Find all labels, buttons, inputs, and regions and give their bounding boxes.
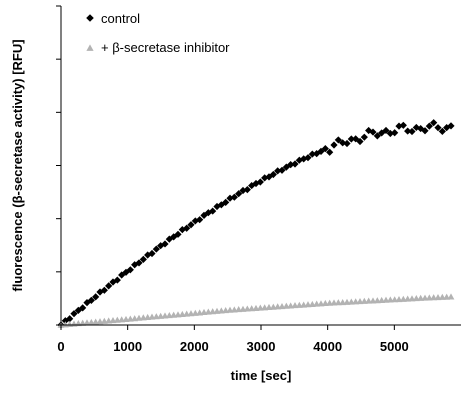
- inhibitor-point: [447, 293, 455, 300]
- control-point: [278, 166, 286, 174]
- control-point: [230, 193, 238, 201]
- control-point: [291, 160, 299, 168]
- control-point: [122, 268, 130, 276]
- control-point: [287, 161, 295, 169]
- control-point: [100, 286, 108, 294]
- control-point: [243, 186, 251, 194]
- legend-label-control: control: [101, 11, 140, 26]
- control-point: [417, 124, 425, 133]
- control-point: [373, 132, 381, 140]
- control-point: [187, 221, 195, 229]
- control-point: [438, 127, 446, 135]
- control-point: [326, 148, 334, 156]
- control-point: [360, 133, 368, 141]
- control-point: [347, 135, 355, 143]
- control-point: [447, 122, 455, 130]
- control-point: [430, 119, 438, 127]
- legend-marker-inhibitor: [86, 44, 94, 51]
- series-control: [57, 119, 455, 329]
- control-point: [313, 150, 321, 158]
- control-point: [308, 150, 316, 158]
- control-point: [382, 126, 390, 135]
- control-point: [386, 129, 394, 138]
- control-point: [113, 276, 121, 284]
- control-point: [87, 296, 95, 304]
- control-point: [126, 266, 134, 274]
- control-point: [183, 224, 191, 232]
- control-point: [131, 261, 139, 269]
- legend-marker-control: [86, 14, 94, 22]
- control-point: [105, 282, 113, 290]
- control-point: [161, 240, 169, 248]
- control-point: [139, 255, 147, 263]
- control-point: [174, 230, 182, 238]
- control-point: [61, 317, 69, 325]
- control-point: [443, 123, 451, 132]
- control-point: [209, 207, 217, 215]
- control-point: [148, 249, 156, 258]
- control-point: [369, 128, 377, 136]
- control-point: [391, 129, 399, 137]
- control-point: [365, 126, 373, 135]
- control-point: [321, 145, 329, 153]
- control-point: [74, 306, 82, 315]
- control-point: [356, 137, 364, 146]
- x-tick-label: 5000: [380, 339, 409, 354]
- control-point: [421, 127, 429, 135]
- y-axis-title: fluorescence (β-secretase activity) [RFU…: [10, 39, 25, 291]
- control-point: [399, 121, 407, 129]
- x-tick-label: 3000: [247, 339, 276, 354]
- control-point: [152, 245, 160, 253]
- control-point: [261, 174, 269, 182]
- control-point: [196, 216, 204, 224]
- control-point: [304, 154, 312, 162]
- x-axis-title: time [sec]: [231, 368, 292, 383]
- control-point: [118, 271, 126, 279]
- control-point: [434, 124, 442, 132]
- plot-area: [57, 119, 455, 329]
- control-point: [222, 198, 230, 206]
- control-point: [300, 155, 308, 163]
- control-point: [235, 190, 243, 198]
- control-point: [404, 127, 412, 135]
- legend: control + β-secretase inhibitor: [86, 11, 230, 55]
- x-tick-label: 1000: [113, 339, 142, 354]
- series-inhibitor: [57, 293, 455, 328]
- control-point: [83, 299, 91, 307]
- control-point: [269, 170, 277, 179]
- control-point: [135, 259, 143, 267]
- control-point: [92, 293, 100, 301]
- control-point: [330, 141, 338, 149]
- control-point: [70, 310, 78, 318]
- x-tick-label: 0: [57, 339, 64, 354]
- x-tick-label: 4000: [313, 339, 342, 354]
- control-point: [334, 136, 342, 144]
- control-point: [343, 139, 351, 148]
- control-point: [66, 315, 74, 323]
- legend-label-inhibitor: + β-secretase inhibitor: [101, 40, 230, 55]
- control-point: [425, 122, 433, 130]
- control-point: [352, 135, 360, 143]
- control-point: [339, 139, 347, 147]
- control-point: [256, 178, 264, 186]
- axes: 0 1000 2000 3000 4000 5000 time [sec] fluoresce…: [10, 5, 461, 383]
- control-point: [274, 167, 282, 175]
- control-point: [378, 129, 386, 137]
- control-point: [408, 127, 416, 136]
- control-point: [79, 304, 87, 312]
- x-tick-label: 2000: [180, 339, 209, 354]
